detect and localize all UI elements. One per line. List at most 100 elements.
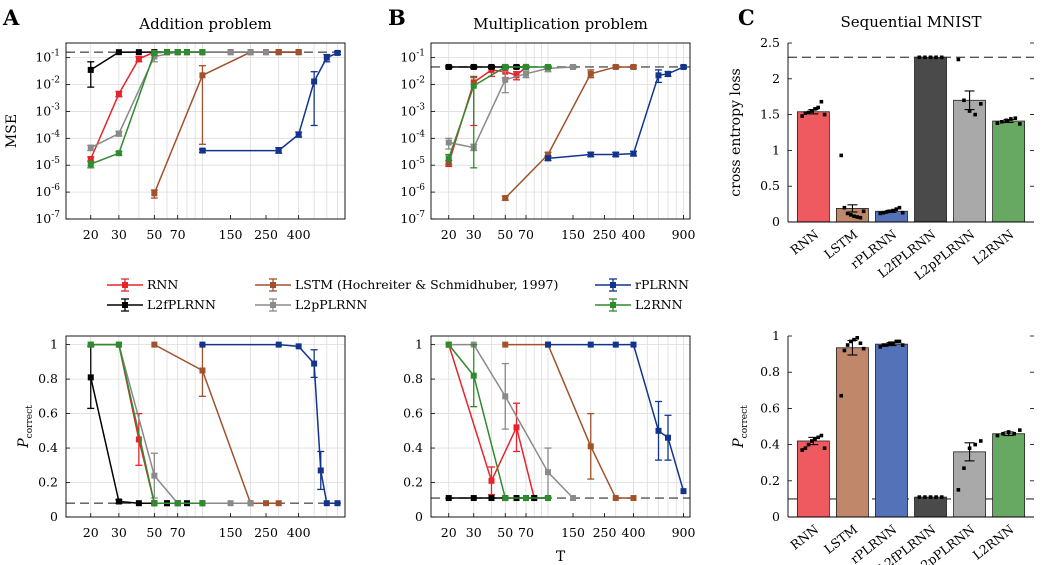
data-point xyxy=(488,495,494,501)
seed-point xyxy=(859,341,863,345)
legend-item-l2rnn: L2RNN xyxy=(595,297,683,312)
y-tick-label: 10-2 xyxy=(400,76,425,92)
seed-point xyxy=(929,495,933,499)
x-axis-label: T xyxy=(556,549,566,565)
x-tick-label: 20 xyxy=(83,525,99,540)
seed-point xyxy=(1007,430,1011,434)
seed-point xyxy=(885,343,889,347)
y-tick-label: 0.8 xyxy=(38,371,58,386)
plot-frame xyxy=(66,336,345,517)
series-line xyxy=(449,67,573,148)
data-point xyxy=(263,49,269,55)
data-point xyxy=(471,495,477,501)
data-point xyxy=(263,500,269,506)
legend-item-l2fplrnn: L2fPLRNN xyxy=(107,297,216,312)
chart-title: Multiplication problem xyxy=(473,15,648,33)
bar-rplrnn xyxy=(875,344,907,517)
seed-point xyxy=(823,446,827,450)
seed-point xyxy=(979,102,983,106)
seed-point xyxy=(878,212,882,216)
seed-point xyxy=(1018,122,1022,126)
legend-marker xyxy=(270,282,276,288)
seed-point xyxy=(898,340,902,344)
x-tick-label: 900 xyxy=(672,227,696,242)
y-tick-label: 10-3 xyxy=(400,102,425,118)
x-tick-label: 20 xyxy=(83,227,99,242)
seed-point xyxy=(898,206,902,210)
y-tick-label: 0.4 xyxy=(760,437,780,452)
seed-point xyxy=(862,347,866,351)
seed-point xyxy=(973,443,977,447)
y-tick-label: 0.2 xyxy=(403,475,423,490)
series-l2rnn xyxy=(445,64,551,168)
data-point xyxy=(318,467,324,473)
data-point xyxy=(502,495,508,501)
series-rnn xyxy=(87,49,205,162)
chart-A-bottom: 20 30 50 70 150 250 40000.20.40.60.81Pcorrect xyxy=(16,336,345,540)
seed-point xyxy=(816,436,820,440)
data-point xyxy=(446,342,452,348)
x-tick-label: L2RNN xyxy=(970,522,1017,563)
data-point xyxy=(488,64,494,70)
x-tick-label: 70 xyxy=(170,525,186,540)
data-point xyxy=(588,342,594,348)
data-point xyxy=(88,145,94,151)
seed-point xyxy=(820,434,824,438)
x-tick-label: 400 xyxy=(287,525,311,540)
data-point xyxy=(151,342,157,348)
data-point xyxy=(488,478,494,484)
y-tick-label: 2 xyxy=(772,71,780,86)
y-tick-label: 0.8 xyxy=(403,371,423,386)
plot-frame xyxy=(431,336,690,517)
x-tick-label: 70 xyxy=(518,227,534,242)
seed-point xyxy=(934,56,938,60)
y-tick-label: 10-1 xyxy=(35,49,60,65)
series-l2pplrnn xyxy=(88,342,254,507)
seed-point xyxy=(882,211,886,215)
data-point xyxy=(523,71,529,77)
y-tick-label: 10-4 xyxy=(400,129,425,145)
x-tick-label: 30 xyxy=(466,227,482,242)
data-point xyxy=(630,64,636,70)
y-tick-label: 2.5 xyxy=(760,35,780,50)
chart-A-top: 20 30 50 70 150 250 40010-710-610-510-410-310-… xyxy=(4,15,345,242)
seed-point xyxy=(957,488,961,492)
legend-item-l2pplrnn: L2pPLRNN xyxy=(255,297,367,312)
panel-letter-a: A xyxy=(2,5,20,30)
seed-point xyxy=(804,111,808,115)
x-tick-label: 50 xyxy=(146,525,162,540)
data-point xyxy=(613,342,619,348)
data-point xyxy=(446,495,452,501)
seed-point xyxy=(929,56,933,60)
legend-label: L2RNN xyxy=(635,297,683,312)
seed-point xyxy=(1018,428,1022,432)
seed-point xyxy=(852,338,856,342)
x-tick-label: 30 xyxy=(111,227,127,242)
seed-point xyxy=(885,210,889,214)
data-point xyxy=(655,428,661,434)
y-tick-label: 0.4 xyxy=(403,440,423,455)
data-point xyxy=(513,424,519,430)
seed-point xyxy=(807,111,811,115)
data-point xyxy=(665,71,671,77)
series-line xyxy=(91,345,203,504)
data-point xyxy=(324,500,330,506)
legend-item-lstm: LSTM (Hochreiter & Schmidhuber, 1997) xyxy=(255,277,558,292)
series-line xyxy=(91,52,203,159)
data-point xyxy=(116,150,122,156)
seed-point xyxy=(855,336,859,340)
legend: RNN LSTM (Hochreiter & Schmidhuber, 1997)… xyxy=(107,277,689,312)
series-line xyxy=(91,52,203,164)
data-point xyxy=(199,367,205,373)
legend-marker xyxy=(122,282,128,288)
data-point xyxy=(276,49,282,55)
data-point xyxy=(136,500,142,506)
data-point xyxy=(136,49,142,55)
data-point xyxy=(88,161,94,167)
data-point xyxy=(248,49,254,55)
plot-frame xyxy=(66,43,345,219)
seed-point xyxy=(1001,432,1005,436)
bar-l2fplrnn xyxy=(915,57,947,222)
seed-point xyxy=(962,466,966,470)
bar-l2pplrnn xyxy=(954,452,986,517)
